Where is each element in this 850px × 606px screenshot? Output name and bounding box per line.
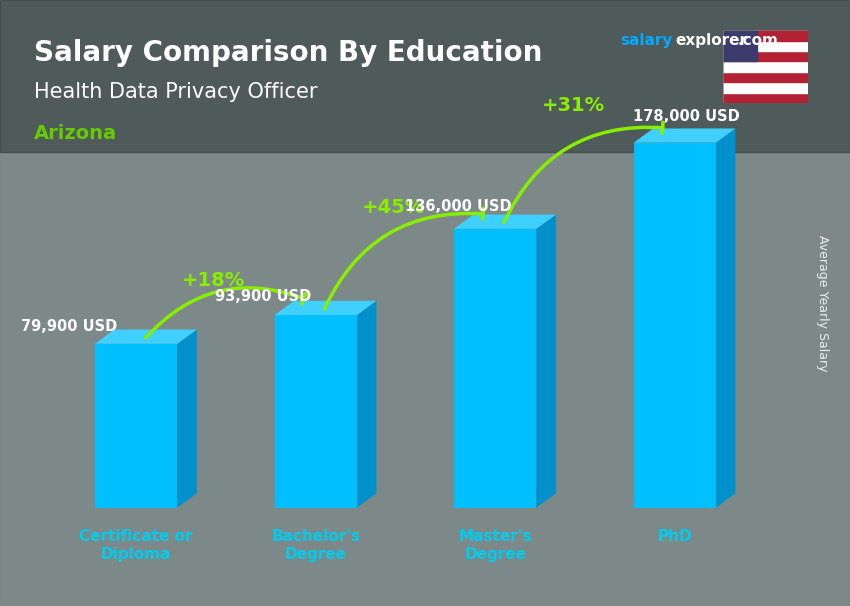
Text: +31%: +31%	[541, 96, 604, 115]
Bar	[95, 344, 178, 508]
Text: +45%: +45%	[362, 198, 425, 217]
Bar	[722, 30, 756, 61]
Bar	[722, 41, 808, 51]
Text: Bachelor's
Degree: Bachelor's Degree	[271, 530, 360, 562]
Text: salary: salary	[620, 33, 673, 48]
Bar	[0, 0, 850, 152]
Text: 178,000 USD: 178,000 USD	[633, 110, 740, 124]
Text: 136,000 USD: 136,000 USD	[405, 199, 511, 214]
Bar	[722, 82, 808, 93]
Text: Average Yearly Salary: Average Yearly Salary	[816, 235, 829, 371]
Text: Arizona: Arizona	[34, 124, 117, 143]
Text: Salary Comparison By Education: Salary Comparison By Education	[34, 39, 542, 67]
Text: +18%: +18%	[183, 271, 246, 290]
Polygon shape	[634, 128, 735, 142]
Text: 93,900 USD: 93,900 USD	[215, 288, 311, 304]
Bar	[275, 315, 357, 508]
Text: 79,900 USD: 79,900 USD	[20, 319, 117, 333]
Text: Health Data Privacy Officer: Health Data Privacy Officer	[34, 82, 318, 102]
Bar	[722, 61, 808, 72]
Text: .com: .com	[738, 33, 779, 48]
Bar	[722, 30, 808, 41]
Polygon shape	[95, 330, 197, 344]
Text: explorer: explorer	[676, 33, 748, 48]
Bar	[634, 142, 716, 508]
Bar	[454, 229, 536, 508]
Polygon shape	[275, 301, 377, 315]
Polygon shape	[536, 215, 556, 508]
Polygon shape	[454, 215, 556, 229]
Bar	[722, 72, 808, 82]
Bar	[722, 93, 808, 103]
Bar	[722, 51, 808, 61]
Text: Master's
Degree: Master's Degree	[458, 530, 532, 562]
Polygon shape	[357, 301, 377, 508]
Polygon shape	[178, 330, 197, 508]
Text: Certificate or
Diploma: Certificate or Diploma	[79, 530, 193, 562]
Text: PhD: PhD	[658, 530, 692, 544]
Polygon shape	[716, 128, 735, 508]
